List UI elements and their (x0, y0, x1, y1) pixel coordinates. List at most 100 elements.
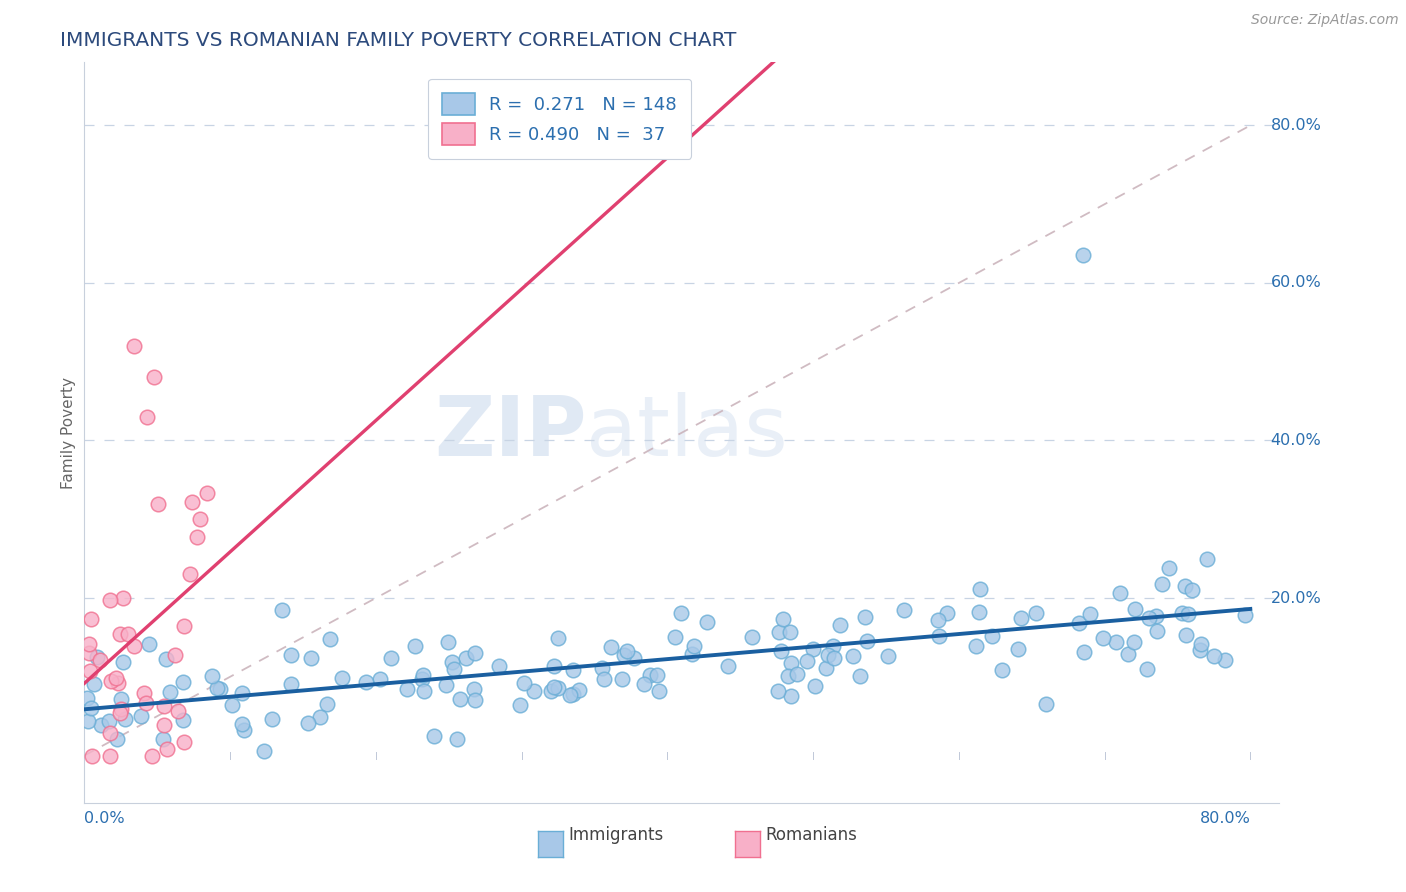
Point (138, 637, 160, 651)
Point (1146, 624, 1168, 638)
Point (779, 656, 801, 670)
Point (1078, 607, 1101, 621)
Point (172, 675, 194, 690)
Point (717, 658, 740, 673)
Point (543, 681, 565, 695)
Point (412, 667, 434, 681)
Point (98, 748, 121, 763)
Point (83, 676, 105, 690)
Point (1137, 611, 1160, 625)
Text: ZIP: ZIP (434, 392, 586, 473)
Point (969, 582, 991, 596)
Point (645, 668, 668, 682)
Point (568, 683, 591, 698)
Point (114, 712, 136, 726)
Point (79, 665, 101, 679)
Point (413, 684, 436, 698)
Point (260, 712, 283, 726)
Point (167, 704, 190, 718)
Point (423, 729, 446, 743)
Point (633, 676, 655, 690)
Point (108, 627, 131, 641)
Point (561, 663, 583, 677)
Point (1067, 615, 1090, 630)
Text: IMMIGRANTS VS ROMANIAN FAMILY POVERTY CORRELATION CHART: IMMIGRANTS VS ROMANIAN FAMILY POVERTY CO… (60, 30, 737, 50)
Point (540, 684, 562, 698)
Point (163, 648, 186, 662)
Point (173, 618, 195, 632)
Point (593, 673, 616, 687)
Point (80, 701, 103, 715)
Point (1213, 653, 1236, 667)
Point (104, 671, 127, 685)
Point (135, 696, 157, 710)
Point (112, 591, 135, 605)
Point (153, 698, 176, 713)
Point (522, 683, 544, 698)
Point (1159, 561, 1181, 575)
Point (1073, 645, 1095, 659)
Point (821, 639, 844, 653)
Point (828, 618, 851, 632)
Point (1105, 635, 1128, 649)
Point (155, 652, 177, 666)
Text: atlas: atlas (586, 392, 787, 473)
Point (179, 567, 201, 582)
Text: 0.0%: 0.0% (84, 811, 125, 826)
Point (86, 650, 108, 665)
Point (122, 339, 145, 353)
Point (201, 668, 224, 682)
Point (152, 731, 174, 746)
Text: 20.0%: 20.0% (1271, 591, 1322, 606)
Point (368, 673, 391, 687)
Point (1123, 602, 1146, 616)
Point (612, 672, 634, 686)
Point (927, 613, 949, 627)
Point (309, 710, 332, 724)
Point (801, 641, 824, 656)
Point (696, 615, 718, 630)
Point (98, 593, 121, 607)
Point (107, 676, 129, 690)
Point (616, 643, 638, 657)
Point (623, 651, 645, 665)
Point (441, 655, 464, 669)
Point (1122, 634, 1144, 648)
Point (330, 671, 353, 685)
Point (208, 682, 231, 697)
Point (640, 668, 662, 682)
Point (967, 605, 990, 619)
Point (195, 485, 218, 500)
Point (591, 661, 613, 675)
Point (1025, 606, 1047, 620)
Point (80, 611, 103, 625)
Text: 60.0%: 60.0% (1271, 276, 1322, 291)
Point (817, 648, 839, 662)
Point (159, 685, 181, 699)
Point (683, 640, 706, 654)
Legend: R =  0.271   N = 148, R = 0.490   N =  37: R = 0.271 N = 148, R = 0.490 N = 37 (427, 78, 692, 159)
Point (648, 684, 671, 698)
Point (741, 630, 763, 644)
Point (380, 651, 402, 665)
Point (186, 530, 208, 544)
Point (1007, 642, 1029, 657)
Point (1174, 579, 1197, 593)
Point (543, 658, 565, 673)
Point (233, 723, 256, 738)
Point (231, 717, 253, 731)
Point (669, 606, 692, 620)
Point (173, 734, 195, 748)
Point (965, 639, 987, 653)
Point (1174, 627, 1197, 641)
Point (450, 691, 472, 706)
Point (411, 672, 433, 686)
Point (280, 676, 302, 690)
Text: Source: ZipAtlas.com: Source: ZipAtlas.com (1251, 13, 1399, 28)
Point (299, 651, 322, 665)
Point (780, 689, 803, 703)
Text: 40.0%: 40.0% (1271, 433, 1322, 448)
Point (928, 629, 950, 643)
Point (463, 682, 485, 697)
Point (108, 706, 131, 720)
